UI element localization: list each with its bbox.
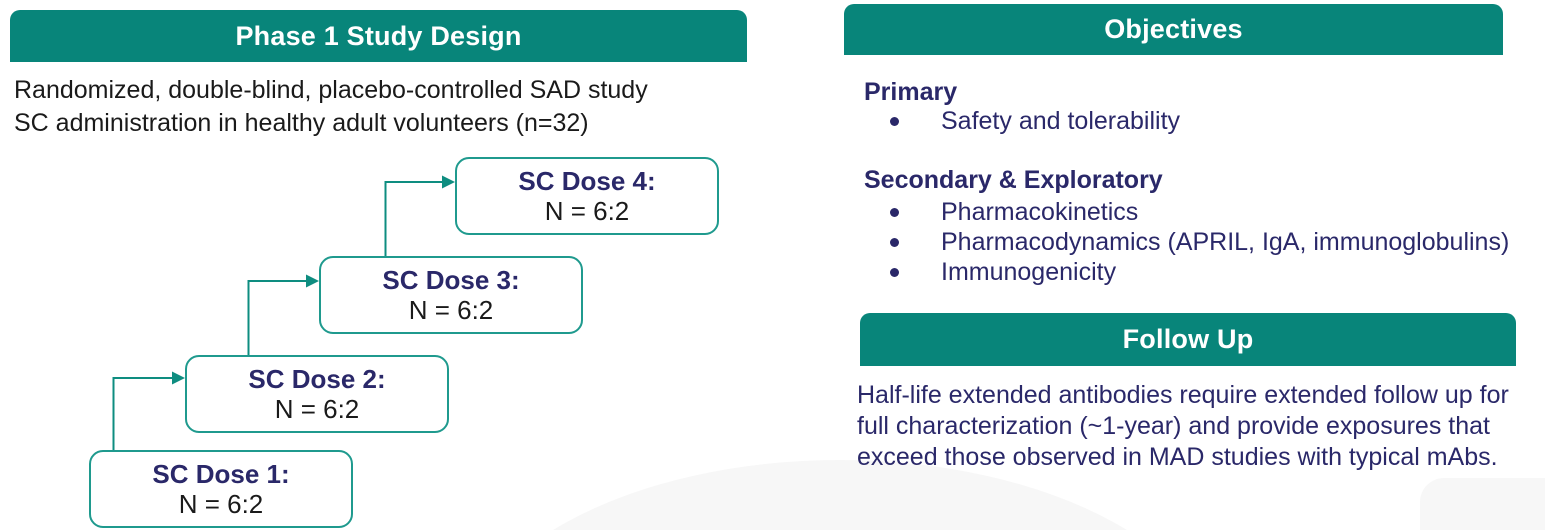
list-item: Pharmacodynamics (APRIL, IgA, immunoglob…: [864, 227, 1509, 257]
connector-line-2-3: [247, 280, 306, 355]
dose-n-value: N = 6:2: [274, 393, 360, 424]
objectives-header-banner: Objectives: [844, 4, 1503, 55]
dose-title: SC Dose 2:: [248, 363, 386, 394]
bullet-icon: [890, 116, 899, 126]
dose-n-value: N = 6:2: [408, 294, 494, 325]
objective-bullet: Pharmacodynamics (APRIL, IgA, immunoglob…: [941, 227, 1510, 256]
dose-escalation-arrows: [112, 175, 455, 450]
followup-header-title: Follow Up: [1122, 324, 1254, 354]
dose-box-2: SC Dose 2: N = 6:2: [185, 355, 449, 433]
dose-title: SC Dose 1:: [152, 458, 290, 489]
connector-line-1-2: [112, 377, 172, 450]
arrowhead-icon: [442, 175, 455, 189]
bullet-icon: [890, 207, 899, 217]
arrowhead-icon: [172, 371, 185, 385]
phase1-header-banner: Phase 1 Study Design: [10, 10, 747, 62]
objective-bullet: Immunogenicity: [941, 257, 1117, 286]
followup-header-banner: Follow Up: [860, 313, 1516, 366]
study-description: Randomized, double-blind, placebo-contro…: [14, 74, 648, 140]
objectives-header-title: Objectives: [1104, 14, 1243, 44]
objective-bullet: Pharmacokinetics: [941, 197, 1139, 226]
bullet-icon: [890, 267, 899, 277]
followup-body-line-1: Half-life extended antibodies require ex…: [857, 381, 1509, 409]
dose-box-4: SC Dose 4: N = 6:2: [455, 157, 719, 235]
dose-box-3: SC Dose 3: N = 6:2: [319, 256, 583, 334]
followup-body-line-2: full characterization (~1-year) and prov…: [857, 412, 1490, 440]
list-item: Safety and tolerability: [864, 106, 1180, 136]
dose-title: SC Dose 4:: [518, 165, 656, 196]
secondary-bullet-list: Pharmacokinetics Pharmacodynamics (APRIL…: [864, 197, 1509, 287]
followup-body-line-3: exceed those observed in MAD studies wit…: [857, 443, 1498, 471]
dose-n-value: N = 6:2: [178, 488, 264, 519]
list-item: Pharmacokinetics: [864, 197, 1509, 227]
background-corner-shape: [1420, 478, 1545, 530]
followup-body-text: Half-life extended antibodies require ex…: [857, 380, 1509, 473]
dose-n-value: N = 6:2: [544, 195, 630, 226]
connector-line-3-4: [384, 181, 442, 256]
objective-bullet: Safety and tolerability: [941, 106, 1181, 135]
study-description-line-2: SC administration in healthy adult volun…: [14, 109, 589, 137]
secondary-exploratory-heading: Secondary & Exploratory: [864, 166, 1163, 194]
dose-box-1: SC Dose 1: N = 6:2: [89, 450, 353, 528]
primary-bullet-list: Safety and tolerability: [864, 106, 1180, 136]
list-item: Immunogenicity: [864, 257, 1509, 287]
bullet-icon: [890, 237, 899, 247]
primary-heading: Primary: [864, 78, 958, 106]
arrowhead-icon: [306, 274, 319, 288]
phase1-header-title: Phase 1 Study Design: [235, 20, 522, 51]
study-description-line-1: Randomized, double-blind, placebo-contro…: [14, 76, 648, 104]
dose-title: SC Dose 3:: [382, 264, 520, 295]
